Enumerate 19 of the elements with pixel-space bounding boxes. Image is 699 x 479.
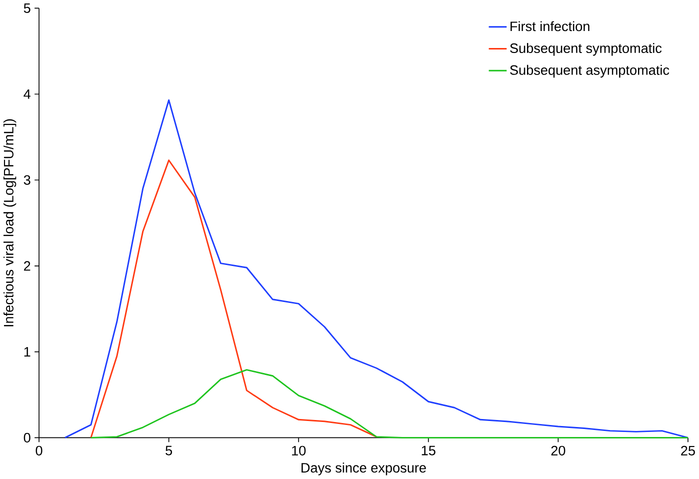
x-tick-label: 25 bbox=[681, 446, 695, 456]
x-tick-label: 15 bbox=[422, 446, 436, 456]
x-tick-label: 5 bbox=[166, 446, 172, 456]
y-tick-label: 2 bbox=[24, 261, 30, 271]
y-tick-label: 5 bbox=[24, 4, 30, 14]
x-tick-label: 10 bbox=[292, 446, 306, 456]
y-axis-title: Infectious viral load (Log[PFU/mL]) bbox=[3, 119, 16, 326]
legend-label: First infection bbox=[510, 21, 590, 32]
x-tick-label: 20 bbox=[551, 446, 566, 456]
x-tick-label: 0 bbox=[36, 446, 42, 456]
y-tick-label: 1 bbox=[24, 347, 30, 357]
x-axis-title: Days since exposure bbox=[302, 462, 426, 476]
line-series bbox=[90, 160, 378, 439]
y-tick-label: 0 bbox=[24, 432, 30, 443]
legend-label: Subsequent symptomatic bbox=[510, 43, 662, 56]
y-tick-label: 4 bbox=[24, 90, 30, 99]
legend-label: Subsequent asymptomatic bbox=[510, 65, 670, 78]
y-tick-label: 3 bbox=[24, 175, 30, 185]
line-series bbox=[64, 99, 689, 439]
